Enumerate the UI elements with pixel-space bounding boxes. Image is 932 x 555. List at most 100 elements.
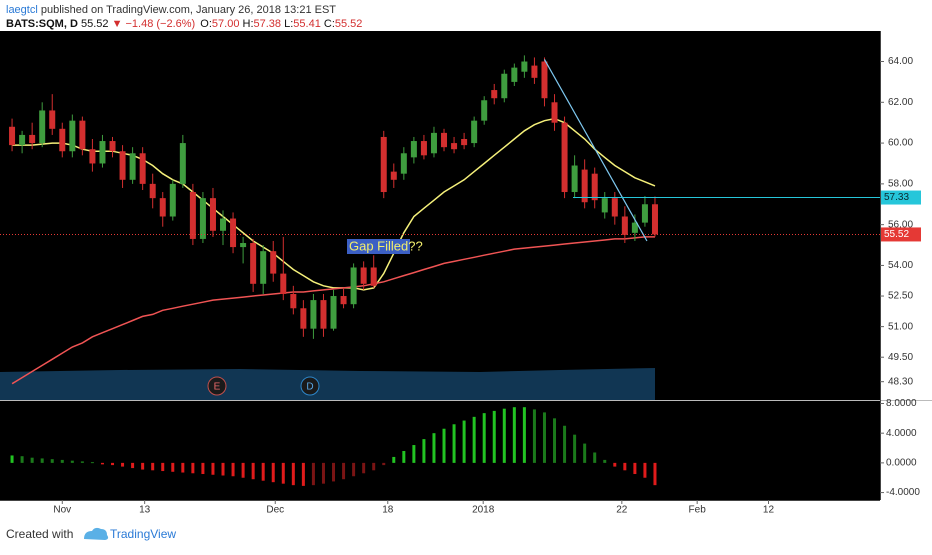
candle-body xyxy=(179,143,186,184)
annotation-box xyxy=(347,239,410,254)
ohlc-value: 55.41 xyxy=(293,18,321,30)
publish-line: laegtcl published on TradingView.com, Ja… xyxy=(6,4,336,16)
indicator-bar xyxy=(60,459,64,463)
x-tick-label: 22 xyxy=(616,505,628,516)
y-tick-label: 60.00 xyxy=(888,138,913,149)
ohlc-label: O: xyxy=(200,18,212,30)
indicator-bar xyxy=(181,462,185,473)
indicator-bar xyxy=(392,456,396,463)
candle-body xyxy=(230,218,237,248)
candle-body xyxy=(521,61,528,72)
indicator-bar xyxy=(281,462,285,484)
indicator-bar xyxy=(502,408,506,463)
candle-body xyxy=(9,126,16,146)
indicator-bar xyxy=(452,424,456,463)
candle-body xyxy=(69,120,76,152)
candle-body xyxy=(491,90,498,99)
x-tick-label: Nov xyxy=(53,505,71,516)
candle-body xyxy=(59,128,66,152)
indicator-bar xyxy=(131,462,135,469)
candle-body xyxy=(340,296,347,305)
price-label-box xyxy=(881,190,921,205)
indicator-bar xyxy=(633,462,637,475)
price-label: 55.52 xyxy=(884,229,909,240)
indicator-bar xyxy=(442,428,446,463)
ohlc-label: C: xyxy=(324,18,335,30)
indicator-bar xyxy=(593,452,597,463)
candle-body xyxy=(320,300,327,329)
indicator-bar xyxy=(372,462,376,471)
candle-body xyxy=(631,222,638,233)
indicator-bar xyxy=(311,462,315,486)
last-price: 55.52 xyxy=(81,18,109,30)
indicator-bar xyxy=(332,462,336,482)
trendline xyxy=(543,59,648,242)
moving-average xyxy=(11,236,655,385)
candle-body xyxy=(49,110,56,129)
indicator-bar xyxy=(542,412,546,463)
indicator-bar xyxy=(111,462,115,466)
indicator-bar xyxy=(231,462,235,477)
indicator-bar xyxy=(653,462,657,486)
indicator-bar xyxy=(211,462,215,475)
symbol: BATS:SQM, D xyxy=(6,18,78,30)
candle-body xyxy=(209,198,216,231)
indicator-bar xyxy=(70,460,74,463)
indicator-bar xyxy=(342,462,346,480)
indicator-bar xyxy=(291,462,295,486)
candle-body xyxy=(511,67,518,82)
indicator-bar xyxy=(362,462,366,474)
indicator-bar xyxy=(522,407,526,463)
symbol-line: BATS:SQM, D 55.52 ▼ −1.48 (−2.6%) O:57.0… xyxy=(6,18,362,30)
candle-body xyxy=(79,120,86,150)
indicator-bar xyxy=(412,445,416,463)
candle-body xyxy=(430,132,437,154)
x-tick-label: 2018 xyxy=(472,505,495,516)
candle-body xyxy=(189,192,196,239)
candle-body xyxy=(280,273,287,294)
candle-body xyxy=(360,267,367,284)
candle-body xyxy=(199,198,206,239)
change: ▼ −1.48 (−2.6%) xyxy=(112,18,196,30)
indicator-bar xyxy=(171,462,175,472)
indicator-bar xyxy=(553,418,557,463)
indicator-bar xyxy=(151,462,155,471)
indicator-bar xyxy=(241,462,245,478)
candle-body xyxy=(461,139,468,146)
x-tick-label: Feb xyxy=(689,505,707,516)
indicator-bar xyxy=(251,462,255,480)
earnings-marker[interactable] xyxy=(207,376,227,396)
candle-body xyxy=(250,243,257,284)
indicator-bar xyxy=(532,409,536,463)
y-tick-label: 58.00 xyxy=(888,179,913,190)
indicator-tick-label: 4.0000 xyxy=(886,428,917,439)
x-tick-label: 13 xyxy=(139,505,151,516)
footer-brand[interactable]: TradingView xyxy=(110,527,176,541)
indicator-tick-label: 0.0000 xyxy=(886,458,917,469)
indicator-bar xyxy=(613,462,617,467)
dividend-label: D xyxy=(306,382,313,393)
candle-body xyxy=(220,218,227,231)
indicator-bar xyxy=(643,462,647,478)
dividend-marker[interactable] xyxy=(300,376,320,396)
indicator-bar xyxy=(482,413,486,463)
author[interactable]: laegtcl xyxy=(6,4,38,16)
candle-body xyxy=(19,134,26,146)
candle-body xyxy=(119,151,126,180)
candle-body xyxy=(350,267,357,305)
indicator-tick-label: 8.0000 xyxy=(886,398,917,409)
candle-body xyxy=(611,198,618,217)
candle-body xyxy=(300,308,307,329)
indicator-bar xyxy=(201,462,205,475)
candle-body xyxy=(541,61,548,99)
indicator-bar xyxy=(432,433,436,463)
footer-created: Created with xyxy=(6,527,73,541)
indicator-bar xyxy=(20,456,24,463)
indicator-bar xyxy=(80,461,84,463)
ohlc-label: L: xyxy=(284,18,293,30)
candle-body xyxy=(99,141,106,164)
y-tick-label: 52.50 xyxy=(888,291,913,302)
indicator-bar xyxy=(382,462,386,466)
y-tick-label: 54.00 xyxy=(888,260,913,271)
